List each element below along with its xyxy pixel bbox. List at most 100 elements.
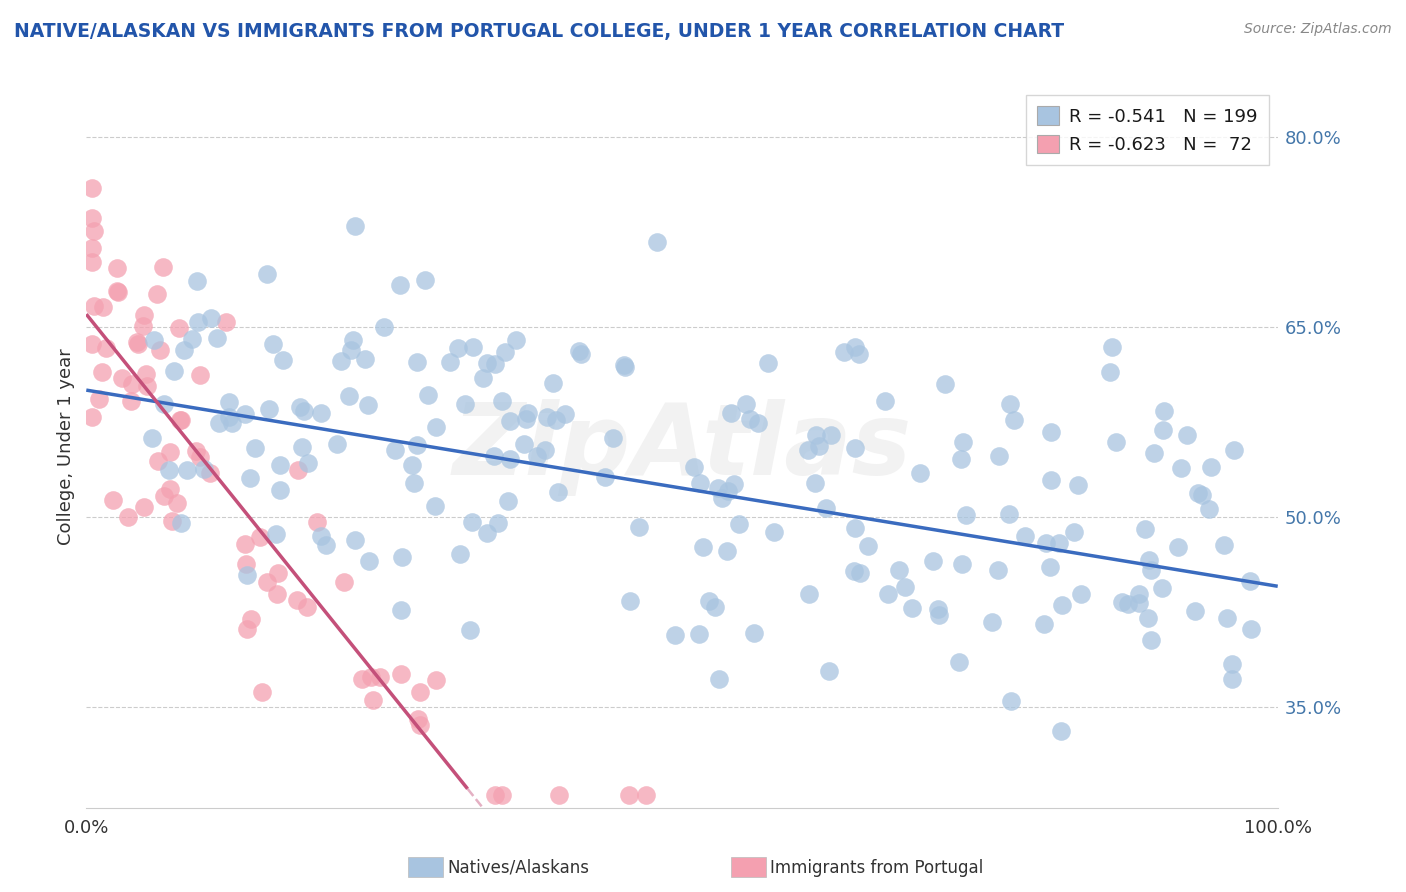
Point <box>716 543 738 558</box>
Point <box>742 626 765 640</box>
Point <box>235 622 257 636</box>
Point <box>475 356 498 370</box>
Point <box>186 444 208 458</box>
Point <box>513 437 536 451</box>
Point <box>688 627 710 641</box>
Point <box>763 524 786 539</box>
Point <box>357 398 380 412</box>
Point <box>987 450 1010 464</box>
Point <box>927 602 949 616</box>
Point <box>1212 538 1234 552</box>
Point <box>271 352 294 367</box>
Point <box>471 370 494 384</box>
Point <box>505 333 527 347</box>
Point <box>107 285 129 300</box>
Point <box>198 466 221 480</box>
Point <box>152 489 174 503</box>
Point <box>134 500 156 514</box>
Point <box>384 443 406 458</box>
Point <box>1098 365 1121 379</box>
Point <box>1040 473 1063 487</box>
Point <box>292 404 315 418</box>
Point <box>547 788 569 802</box>
Point <box>848 347 870 361</box>
Point <box>1152 423 1174 437</box>
Point <box>159 482 181 496</box>
Point <box>405 438 427 452</box>
Point <box>146 286 169 301</box>
Point <box>360 670 382 684</box>
Point <box>697 593 720 607</box>
Point <box>664 628 686 642</box>
Point <box>1039 425 1062 439</box>
Point <box>153 397 176 411</box>
Point <box>1035 536 1057 550</box>
Point <box>309 529 332 543</box>
Text: ZipAtlas: ZipAtlas <box>453 399 911 496</box>
Point <box>285 592 308 607</box>
Point <box>683 460 706 475</box>
Point <box>141 431 163 445</box>
Point <box>1143 446 1166 460</box>
Point <box>354 351 377 366</box>
Point <box>1199 460 1222 475</box>
Point <box>373 319 395 334</box>
Text: Immigrants from Portugal: Immigrants from Portugal <box>770 859 984 877</box>
Point <box>193 461 215 475</box>
Point <box>707 481 730 495</box>
Point <box>450 547 472 561</box>
Point <box>952 434 974 449</box>
Point <box>1139 553 1161 567</box>
Point <box>1128 587 1150 601</box>
Point <box>799 587 821 601</box>
Point <box>389 603 412 617</box>
Point <box>491 788 513 802</box>
Point <box>215 316 238 330</box>
Point <box>173 343 195 358</box>
Point <box>162 514 184 528</box>
Point <box>132 308 155 322</box>
Point <box>516 406 538 420</box>
Point <box>163 364 186 378</box>
Point <box>233 537 256 551</box>
Text: NATIVE/ALASKAN VS IMMIGRANTS FROM PORTUGAL COLLEGE, UNDER 1 YEAR CORRELATION CHA: NATIVE/ALASKAN VS IMMIGRANTS FROM PORTUG… <box>14 22 1064 41</box>
Point <box>1153 404 1175 418</box>
Point <box>83 224 105 238</box>
Point <box>343 219 366 234</box>
Point <box>269 483 291 498</box>
Point <box>239 470 262 484</box>
Point <box>627 519 650 533</box>
Point <box>218 395 240 409</box>
Point <box>332 574 354 589</box>
Point <box>1152 582 1174 596</box>
Point <box>96 342 118 356</box>
Point <box>717 484 740 499</box>
Point <box>256 575 278 590</box>
Point <box>454 396 477 410</box>
Point <box>756 356 779 370</box>
Point <box>482 449 505 463</box>
Point <box>339 389 361 403</box>
Point <box>146 453 169 467</box>
Point <box>1184 604 1206 618</box>
Point <box>159 445 181 459</box>
Point <box>121 377 143 392</box>
Point <box>842 564 865 578</box>
Point <box>236 568 259 582</box>
Point <box>262 336 284 351</box>
Point <box>613 359 636 374</box>
Point <box>1240 622 1263 636</box>
Point <box>568 343 591 358</box>
Point <box>361 693 384 707</box>
Point <box>105 261 128 276</box>
Point <box>928 608 950 623</box>
Point <box>82 211 104 225</box>
Point <box>1223 443 1246 458</box>
Point <box>820 428 842 442</box>
Point <box>388 277 411 292</box>
Point <box>981 615 1004 629</box>
Point <box>602 431 624 445</box>
Point <box>1000 694 1022 708</box>
Point <box>1191 488 1213 502</box>
Point <box>103 493 125 508</box>
